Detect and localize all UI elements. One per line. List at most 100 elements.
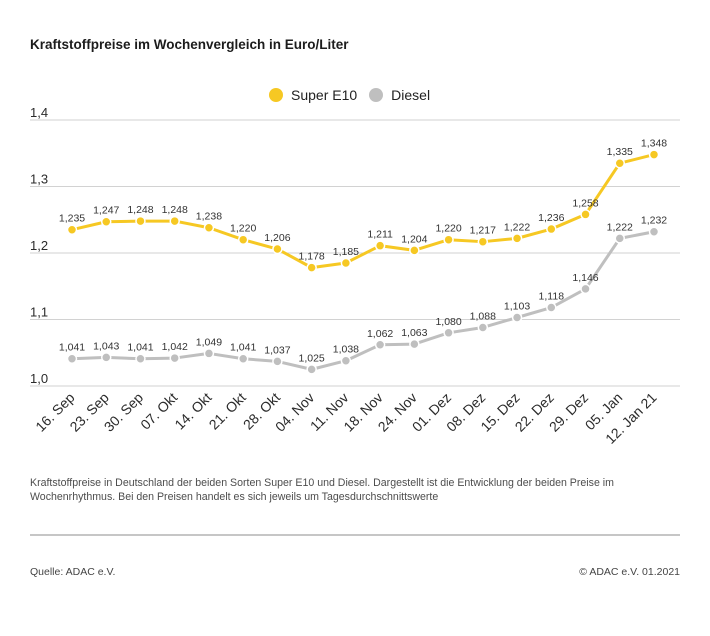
data-label-diesel: 1,043 bbox=[93, 340, 119, 352]
source-note: Quelle: ADAC e.V. bbox=[30, 566, 116, 578]
data-label-super-e10: 1,222 bbox=[504, 221, 530, 233]
x-tick-label: 14. Okt bbox=[171, 389, 214, 432]
data-label-super-e10: 1,348 bbox=[641, 138, 667, 150]
series-line-diesel bbox=[70, 230, 656, 371]
data-label-super-e10: 1,248 bbox=[127, 204, 153, 216]
x-tick-label: 04. Nov bbox=[272, 389, 317, 434]
data-label-super-e10: 1,248 bbox=[162, 204, 188, 216]
data-point-super-e10 bbox=[614, 157, 626, 169]
data-point-super-e10 bbox=[237, 234, 249, 245]
x-tick-label: 07. Okt bbox=[137, 389, 180, 432]
y-tick-label: 1,1 bbox=[30, 305, 48, 320]
data-label-super-e10: 1,206 bbox=[264, 232, 290, 244]
legend-label-diesel: Diesel bbox=[391, 87, 431, 103]
data-label-super-e10: 1,235 bbox=[59, 213, 85, 225]
legend-item-super-e10: Super E10 bbox=[269, 87, 357, 103]
data-label-super-e10: 1,220 bbox=[435, 223, 461, 235]
data-label-super-e10: 1,211 bbox=[367, 229, 393, 241]
line-chart: 1,0 1,1 1,2 1,3 1,4 1,235 1,247 1,248 1,248 1,238… bbox=[30, 105, 680, 447]
data-point-super-e10 bbox=[340, 257, 352, 269]
chart-description: Kraftstoffpreise in Deutschland der beid… bbox=[30, 476, 614, 504]
data-point-diesel bbox=[237, 353, 249, 364]
data-label-diesel: 1,088 bbox=[470, 310, 496, 322]
data-point-super-e10 bbox=[648, 149, 660, 160]
data-point-diesel bbox=[580, 283, 591, 295]
series-line-super-e10 bbox=[70, 153, 656, 270]
data-point-super-e10 bbox=[169, 215, 180, 227]
caption-line: Wochenrhythmus. Bei den Preisen handelt … bbox=[30, 491, 439, 503]
data-point-diesel bbox=[340, 355, 352, 366]
data-point-super-e10 bbox=[443, 234, 454, 245]
data-label-diesel: 1,232 bbox=[641, 215, 667, 227]
data-point-diesel bbox=[614, 233, 626, 244]
y-tick-label: 1,3 bbox=[30, 172, 48, 187]
legend-item-diesel: Diesel bbox=[369, 87, 430, 103]
legend: Super E10 Diesel bbox=[269, 87, 442, 103]
data-point-diesel bbox=[477, 322, 489, 333]
data-label-diesel: 1,041 bbox=[59, 342, 85, 354]
data-label-diesel: 1,146 bbox=[572, 272, 598, 284]
data-label-super-e10: 1,178 bbox=[299, 251, 325, 263]
data-label-super-e10: 1,217 bbox=[470, 225, 496, 237]
y-tick-label: 1,0 bbox=[30, 371, 48, 386]
x-tick-label: 29. Dez bbox=[546, 389, 591, 434]
copyright-note: © ADAC e.V. 01.2021 bbox=[579, 566, 680, 578]
data-label-diesel: 1,103 bbox=[504, 301, 530, 313]
legend-label-super-e10: Super E10 bbox=[291, 87, 358, 103]
data-label-super-e10: 1,238 bbox=[196, 211, 222, 223]
data-label-diesel: 1,037 bbox=[264, 344, 290, 356]
data-label-diesel: 1,062 bbox=[367, 328, 393, 340]
data-label-diesel: 1,025 bbox=[299, 352, 325, 364]
divider bbox=[30, 534, 680, 536]
data-label-diesel: 1,080 bbox=[435, 316, 461, 328]
legend-marker-diesel bbox=[369, 88, 384, 102]
y-tick-label: 1,2 bbox=[30, 238, 48, 253]
data-label-diesel: 1,038 bbox=[333, 344, 359, 356]
data-point-diesel bbox=[409, 338, 420, 350]
x-tick-label: 21. Okt bbox=[206, 389, 249, 432]
data-point-diesel bbox=[100, 352, 112, 363]
data-point-super-e10 bbox=[100, 216, 112, 227]
data-label-diesel: 1,041 bbox=[230, 342, 256, 354]
data-point-diesel bbox=[443, 327, 454, 339]
data-point-super-e10 bbox=[66, 224, 78, 235]
data-point-diesel bbox=[306, 364, 317, 375]
data-point-super-e10 bbox=[546, 223, 557, 235]
data-label-diesel: 1,118 bbox=[539, 291, 565, 303]
data-point-super-e10 bbox=[306, 262, 317, 273]
x-tick-label: 30. Sep bbox=[101, 389, 147, 435]
data-point-super-e10 bbox=[477, 236, 489, 247]
y-tick-label: 1,4 bbox=[30, 105, 48, 120]
data-point-diesel bbox=[648, 226, 660, 237]
data-label-super-e10: 1,220 bbox=[230, 223, 256, 235]
data-label-diesel: 1,041 bbox=[127, 342, 153, 354]
data-point-diesel bbox=[511, 312, 523, 323]
data-point-super-e10 bbox=[203, 222, 215, 233]
data-point-diesel bbox=[203, 348, 215, 359]
data-point-diesel bbox=[66, 353, 78, 364]
data-point-super-e10 bbox=[272, 243, 283, 255]
data-label-diesel: 1,063 bbox=[401, 327, 427, 339]
data-label-super-e10: 1,258 bbox=[572, 197, 598, 209]
data-point-diesel bbox=[135, 353, 146, 364]
data-label-super-e10: 1,204 bbox=[401, 233, 427, 245]
data-point-diesel bbox=[169, 352, 180, 364]
data-label-super-e10: 1,335 bbox=[607, 146, 633, 158]
data-point-super-e10 bbox=[511, 233, 523, 244]
data-label-super-e10: 1,236 bbox=[538, 212, 564, 224]
data-point-super-e10 bbox=[135, 215, 146, 227]
data-label-super-e10: 1,185 bbox=[333, 246, 359, 258]
data-point-super-e10 bbox=[580, 209, 591, 220]
data-point-diesel bbox=[374, 339, 386, 351]
data-label-super-e10: 1,247 bbox=[93, 205, 119, 217]
data-point-diesel bbox=[546, 302, 557, 313]
caption-line: Kraftstoffpreise in Deutschland der beid… bbox=[30, 477, 614, 489]
legend-marker-super-e10 bbox=[269, 88, 283, 102]
chart-title: Kraftstoffpreise im Wochenvergleich in E… bbox=[30, 37, 349, 52]
data-point-diesel bbox=[272, 356, 283, 367]
data-label-diesel: 1,042 bbox=[162, 341, 188, 353]
data-label-diesel: 1,222 bbox=[607, 221, 633, 233]
data-point-super-e10 bbox=[374, 240, 386, 251]
data-label-diesel: 1,049 bbox=[196, 336, 222, 348]
